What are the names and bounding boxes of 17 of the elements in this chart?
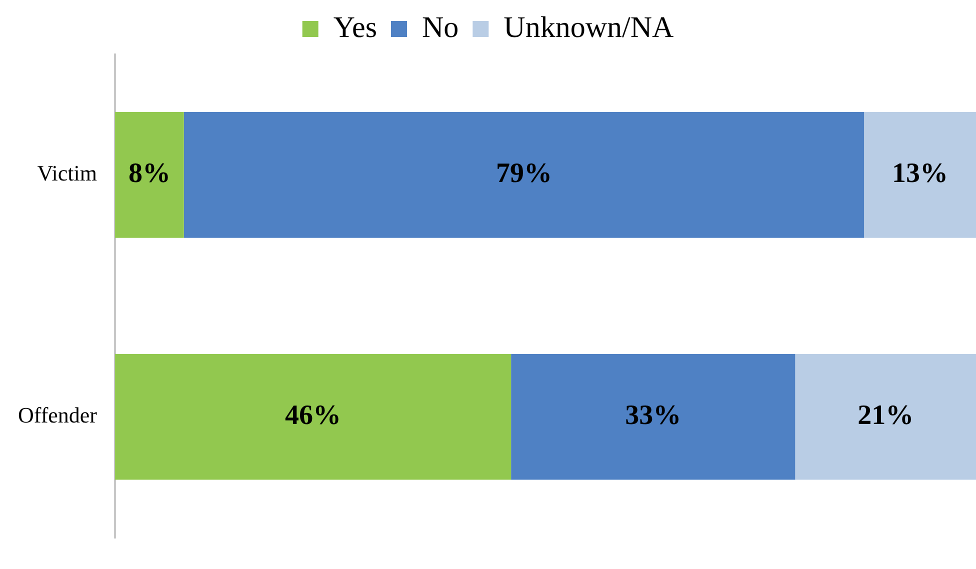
data-label: 79% <box>496 158 552 190</box>
data-label: 46% <box>285 400 342 432</box>
data-label: 13% <box>892 158 948 190</box>
legend-label: Unknown/NA <box>504 10 674 44</box>
legend-label: Yes <box>333 10 377 44</box>
y-tick-label: Offender <box>18 402 98 428</box>
bar <box>511 354 796 480</box>
bar <box>795 354 976 480</box>
data-label: 8% <box>128 158 170 190</box>
bar <box>115 112 184 238</box>
y-tick-label: Victim <box>37 160 97 186</box>
data-label: 33% <box>625 400 682 432</box>
bar <box>184 112 864 238</box>
bar <box>115 354 512 480</box>
data-label: 21% <box>858 400 914 432</box>
legend-label: No <box>422 10 459 44</box>
bar <box>864 112 976 238</box>
